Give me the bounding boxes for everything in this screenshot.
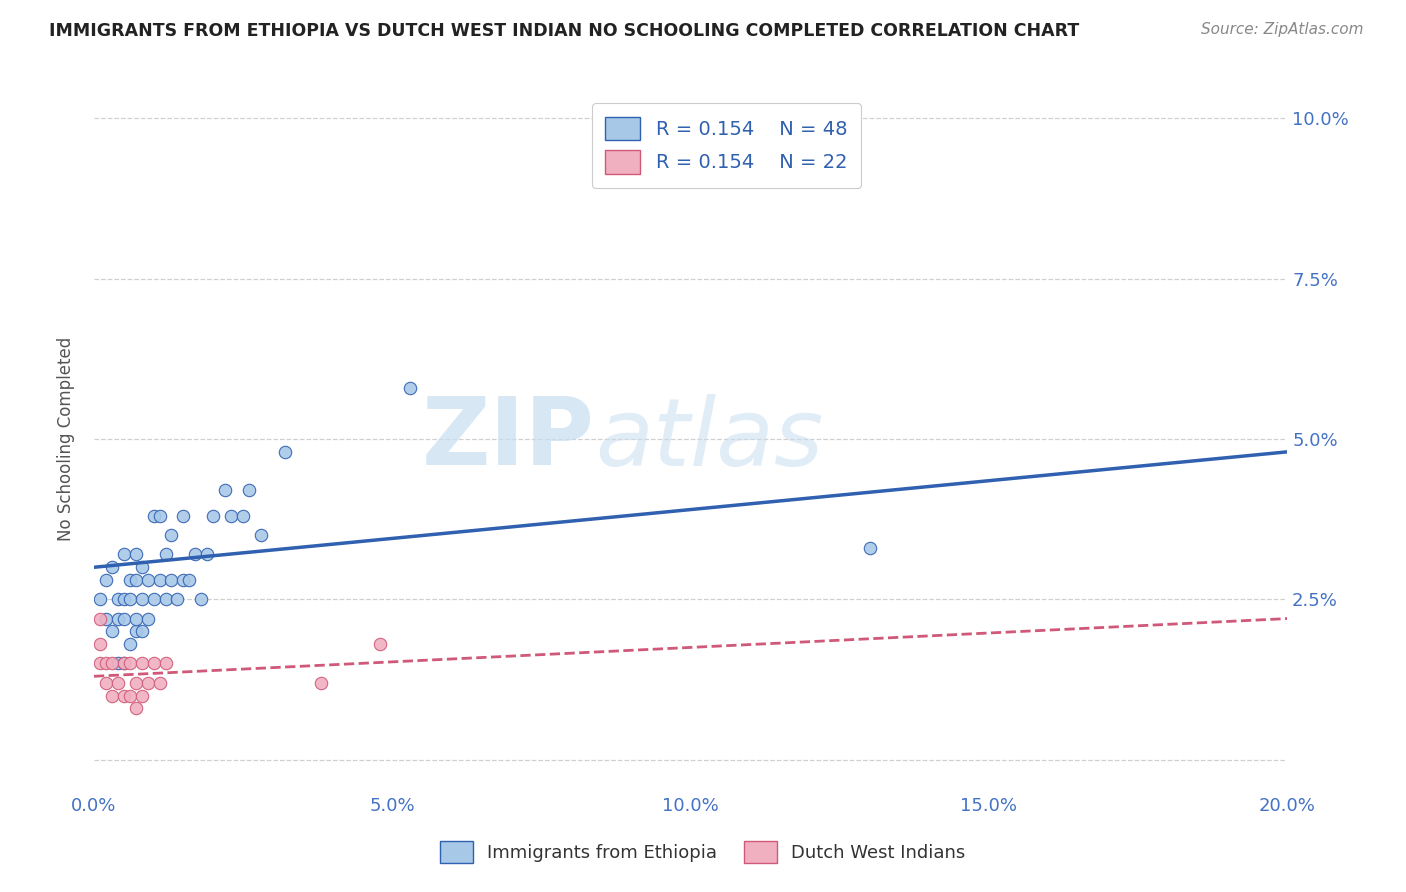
Text: Source: ZipAtlas.com: Source: ZipAtlas.com <box>1201 22 1364 37</box>
Point <box>274 445 297 459</box>
Legend: Immigrants from Ethiopia, Dutch West Indians: Immigrants from Ethiopia, Dutch West Ind… <box>430 830 976 874</box>
Point <box>155 548 177 562</box>
Point <box>155 592 177 607</box>
Point <box>142 657 165 671</box>
Point <box>118 657 141 671</box>
Point <box>238 483 260 498</box>
Point <box>136 611 159 625</box>
Point <box>858 541 880 555</box>
Point <box>118 573 141 587</box>
Point <box>101 657 124 671</box>
Point <box>131 592 153 607</box>
Point <box>112 611 135 625</box>
Point <box>148 508 170 523</box>
Point <box>136 675 159 690</box>
Point <box>89 592 111 607</box>
Point <box>136 573 159 587</box>
Point <box>125 675 148 690</box>
Point <box>101 689 124 703</box>
Point <box>89 657 111 671</box>
Point <box>309 675 332 690</box>
Point <box>172 573 194 587</box>
Point <box>118 689 141 703</box>
Point <box>179 573 201 587</box>
Point <box>131 689 153 703</box>
Point <box>107 592 129 607</box>
Point <box>107 657 129 671</box>
Point <box>94 611 117 625</box>
Point <box>131 560 153 574</box>
Point <box>214 483 236 498</box>
Point <box>125 701 148 715</box>
Point <box>112 657 135 671</box>
Point <box>399 381 422 395</box>
Point <box>107 675 129 690</box>
Point <box>250 528 273 542</box>
Point <box>148 573 170 587</box>
Point <box>160 573 183 587</box>
Point <box>368 637 391 651</box>
Text: atlas: atlas <box>595 393 824 484</box>
Y-axis label: No Schooling Completed: No Schooling Completed <box>58 337 75 541</box>
Point <box>131 657 153 671</box>
Point <box>160 528 183 542</box>
Point <box>89 637 111 651</box>
Point <box>94 573 117 587</box>
Point <box>118 637 141 651</box>
Point <box>142 592 165 607</box>
Text: ZIP: ZIP <box>422 393 595 485</box>
Text: IMMIGRANTS FROM ETHIOPIA VS DUTCH WEST INDIAN NO SCHOOLING COMPLETED CORRELATION: IMMIGRANTS FROM ETHIOPIA VS DUTCH WEST I… <box>49 22 1080 40</box>
Point <box>112 657 135 671</box>
Point <box>142 508 165 523</box>
Point <box>219 508 242 523</box>
Point <box>190 592 212 607</box>
Point <box>131 624 153 639</box>
Point <box>125 624 148 639</box>
Point <box>155 657 177 671</box>
Point <box>125 611 148 625</box>
Point <box>125 573 148 587</box>
Point <box>118 592 141 607</box>
Legend: R = 0.154    N = 48, R = 0.154    N = 22: R = 0.154 N = 48, R = 0.154 N = 22 <box>592 103 860 187</box>
Point <box>112 689 135 703</box>
Point <box>172 508 194 523</box>
Point <box>107 611 129 625</box>
Point <box>94 657 117 671</box>
Point <box>148 675 170 690</box>
Point <box>232 508 254 523</box>
Point <box>112 592 135 607</box>
Point <box>202 508 225 523</box>
Point <box>195 548 218 562</box>
Point <box>112 548 135 562</box>
Point <box>125 548 148 562</box>
Point <box>94 675 117 690</box>
Point <box>101 624 124 639</box>
Point <box>166 592 188 607</box>
Point <box>101 560 124 574</box>
Point <box>89 611 111 625</box>
Point <box>184 548 207 562</box>
